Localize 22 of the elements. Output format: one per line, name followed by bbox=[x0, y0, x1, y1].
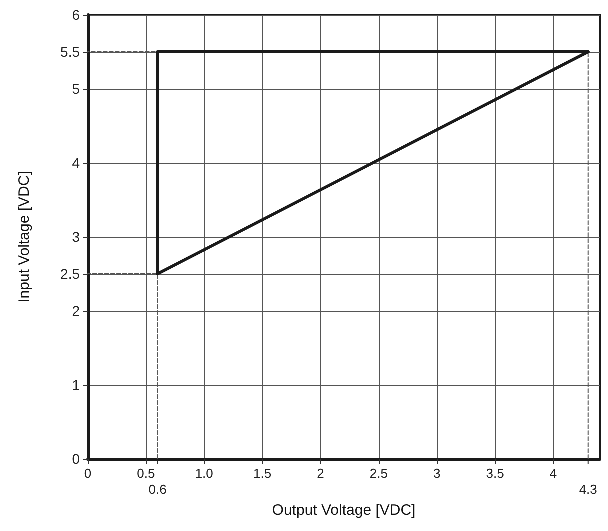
y-axis-title: Input Voltage [VDC] bbox=[16, 171, 33, 303]
annotation: 0.6 bbox=[148, 482, 167, 497]
y-tick-label: 2.5 bbox=[60, 266, 80, 282]
x-tick-label: 1.5 bbox=[254, 466, 272, 481]
y-tick-label: 5.5 bbox=[60, 44, 80, 60]
x-tick-label: 4 bbox=[550, 466, 558, 481]
y-tick-label: 0 bbox=[72, 451, 80, 467]
y-tick-label: 5 bbox=[72, 81, 80, 97]
x-tick-label: 3 bbox=[433, 466, 441, 481]
x-tick-label: 2.5 bbox=[370, 466, 388, 481]
y-tick-label: 3 bbox=[72, 229, 80, 245]
x-tick-label: 3.5 bbox=[486, 466, 504, 481]
x-axis-title: Output Voltage [VDC] bbox=[272, 502, 416, 519]
x-tick-label: 1.0 bbox=[195, 466, 214, 481]
x-tick-label: 0 bbox=[84, 466, 92, 481]
y-tick-label: 6 bbox=[72, 7, 80, 23]
annotation: 4.3 bbox=[579, 482, 598, 497]
x-tick-label: 2 bbox=[317, 466, 324, 481]
y-tick-label: 2 bbox=[72, 303, 80, 319]
x-tick-label: 0.5 bbox=[137, 466, 156, 481]
y-tick-label: 1 bbox=[72, 377, 80, 393]
y-tick-label: 4 bbox=[72, 155, 80, 171]
